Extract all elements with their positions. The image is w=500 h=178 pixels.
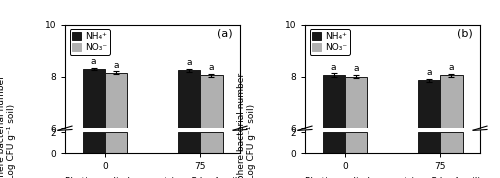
Text: a: a — [448, 63, 454, 72]
Bar — [82, 69, 105, 178]
Bar — [322, 132, 345, 153]
Bar — [105, 73, 127, 178]
Bar — [345, 77, 367, 178]
Bar — [440, 75, 462, 178]
Bar — [178, 132, 200, 153]
Text: (b): (b) — [457, 28, 473, 38]
Text: (a): (a) — [218, 28, 233, 38]
Bar — [440, 132, 462, 153]
Bar — [105, 132, 127, 153]
Bar — [82, 132, 105, 153]
Text: a: a — [353, 64, 358, 74]
Bar — [345, 132, 367, 153]
Bar — [322, 75, 345, 178]
Text: a: a — [91, 57, 96, 66]
Bar — [418, 132, 440, 153]
Text: a: a — [426, 68, 432, 77]
Legend: NH₄⁺, NO₃⁻: NH₄⁺, NO₃⁻ — [310, 29, 350, 55]
Y-axis label: Hyphosphere bacterial number
(Log CFU g⁻¹ soil): Hyphosphere bacterial number (Log CFU g⁻… — [236, 73, 256, 178]
Text: a: a — [186, 58, 192, 67]
X-axis label: Phytin applied amount (mg P kg⁻¹ soil): Phytin applied amount (mg P kg⁻¹ soil) — [64, 177, 240, 178]
Bar — [418, 80, 440, 178]
Text: a: a — [208, 63, 214, 72]
Bar — [200, 75, 222, 178]
Bar — [200, 132, 222, 153]
Legend: NH₄⁺, NO₃⁻: NH₄⁺, NO₃⁻ — [70, 29, 110, 55]
Bar — [178, 70, 200, 178]
Text: a: a — [113, 61, 118, 70]
X-axis label: Phytin applied amount (mg P kg⁻¹ soil): Phytin applied amount (mg P kg⁻¹ soil) — [304, 177, 480, 178]
Text: a: a — [331, 63, 336, 72]
Y-axis label: Rhizosphere bacterial number
(Log CFU g⁻¹ soil): Rhizosphere bacterial number (Log CFU g⁻… — [0, 75, 16, 178]
